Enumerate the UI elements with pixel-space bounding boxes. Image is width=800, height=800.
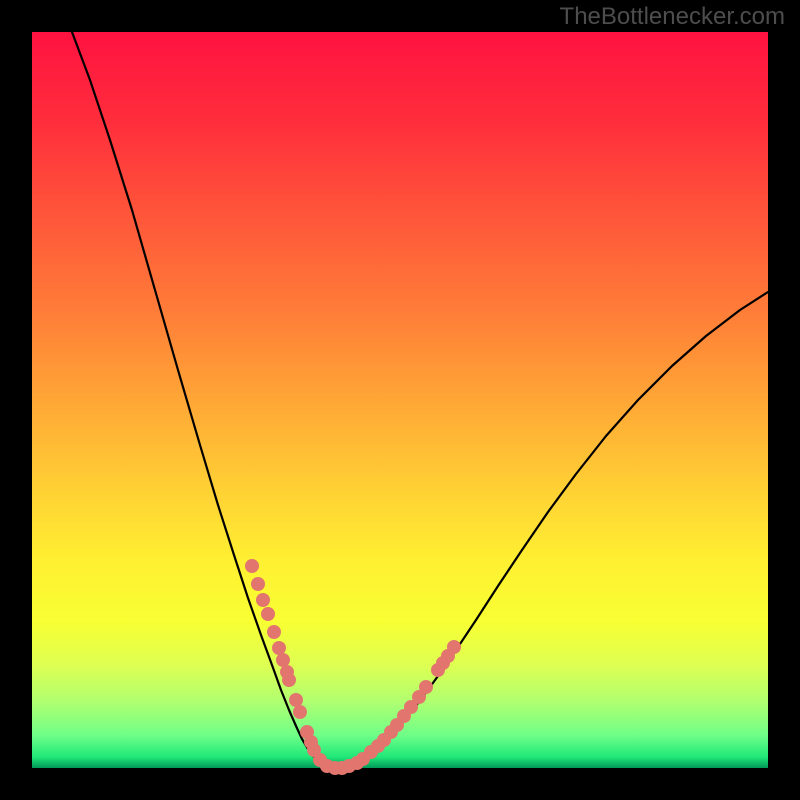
marker-dot	[252, 578, 265, 591]
bottleneck-chart: TheBottlenecker.com	[0, 0, 800, 800]
marker-dot	[257, 594, 270, 607]
watermark-text: TheBottlenecker.com	[560, 3, 785, 30]
marker-dot	[294, 706, 307, 719]
marker-dot	[283, 674, 296, 687]
marker-dot	[246, 560, 259, 573]
plot-area	[32, 32, 768, 768]
marker-dot	[420, 681, 433, 694]
marker-dot	[262, 608, 275, 621]
marker-dot	[268, 626, 281, 639]
marker-dot	[273, 642, 286, 655]
marker-dot	[448, 641, 461, 654]
marker-dot	[277, 654, 290, 667]
marker-dot	[290, 694, 303, 707]
